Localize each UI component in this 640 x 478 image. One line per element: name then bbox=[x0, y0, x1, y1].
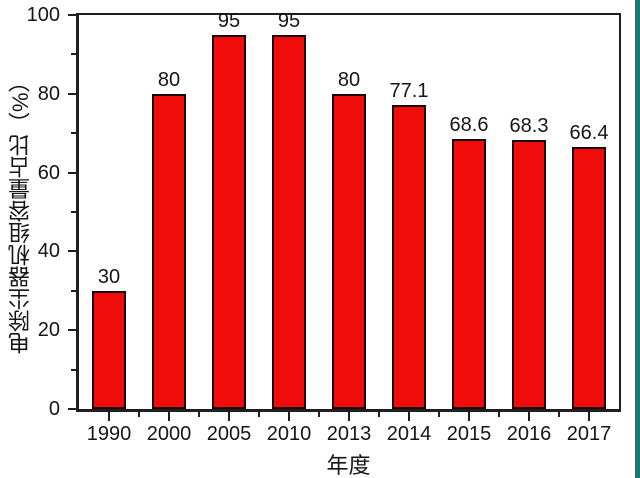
bar-value-label: 77.1 bbox=[389, 80, 429, 102]
bar-value-label: 66.4 bbox=[569, 122, 609, 144]
x-tick-label: 2014 bbox=[386, 423, 432, 445]
x-minor-tick bbox=[198, 412, 200, 417]
x-minor-tick bbox=[438, 412, 440, 417]
x-minor-tick bbox=[378, 412, 380, 417]
y-tick-label: 20 bbox=[37, 319, 60, 342]
x-tick bbox=[408, 412, 410, 421]
bar bbox=[512, 140, 546, 409]
y-tick bbox=[68, 408, 76, 410]
y-tick-label: 0 bbox=[48, 398, 60, 420]
y-minor-tick bbox=[71, 368, 76, 371]
bar-value-label: 80 bbox=[157, 69, 181, 91]
accent-stripe bbox=[635, 0, 640, 478]
x-minor-tick bbox=[498, 412, 500, 417]
y-tick bbox=[68, 171, 76, 174]
x-minor-tick bbox=[318, 412, 320, 417]
x-tick-label: 2016 bbox=[506, 423, 552, 445]
x-minor-tick bbox=[558, 412, 560, 417]
y-tick bbox=[68, 14, 76, 16]
y-tick-label: 80 bbox=[37, 82, 60, 105]
bar-value-label: 95 bbox=[217, 10, 241, 32]
y-minor-tick bbox=[71, 132, 76, 135]
plot-frame bbox=[76, 13, 621, 412]
bar bbox=[572, 147, 606, 409]
x-tick bbox=[528, 412, 530, 421]
x-minor-tick bbox=[258, 412, 260, 417]
bar bbox=[92, 291, 126, 409]
x-tick bbox=[588, 412, 590, 421]
y-minor-tick bbox=[71, 211, 76, 213]
x-tick-label: 2015 bbox=[446, 423, 492, 445]
x-tick bbox=[288, 412, 290, 421]
x-tick bbox=[348, 412, 350, 421]
bar bbox=[452, 139, 486, 409]
bar-value-label: 80 bbox=[337, 69, 361, 91]
y-axis-title: 电除尘器机组容量占比（%） bbox=[8, 70, 33, 355]
bar-value-label: 95 bbox=[277, 10, 301, 32]
x-tick-label: 2010 bbox=[266, 423, 312, 445]
y-minor-tick bbox=[71, 289, 76, 292]
y-tick bbox=[68, 92, 76, 95]
bar-value-label: 30 bbox=[97, 266, 121, 288]
bar bbox=[272, 35, 306, 409]
bar bbox=[392, 105, 426, 409]
x-tick bbox=[168, 412, 170, 421]
plot-area: 30 1990 80 2000 95 2005 95 2010 80 2013 77.1 2014 68… bbox=[27, 4, 619, 445]
y-tick-label: 100 bbox=[26, 4, 60, 26]
y-tick-label: 40 bbox=[37, 240, 60, 263]
x-tick-label: 2000 bbox=[146, 423, 192, 445]
bar-value-label: 68.6 bbox=[449, 114, 489, 136]
x-tick bbox=[228, 412, 230, 421]
x-tick bbox=[468, 412, 470, 421]
x-tick-label: 1990 bbox=[86, 423, 132, 445]
y-tick bbox=[68, 250, 76, 253]
y-tick-label: 60 bbox=[37, 161, 60, 184]
bar bbox=[212, 35, 246, 409]
x-tick-label: 2005 bbox=[206, 423, 252, 445]
x-tick-label: 2017 bbox=[566, 423, 612, 445]
x-axis-title: 年度 bbox=[326, 453, 371, 478]
y-tick bbox=[68, 329, 76, 332]
x-minor-tick bbox=[138, 412, 140, 417]
bar bbox=[152, 94, 186, 409]
y-minor-tick bbox=[71, 53, 76, 56]
bar-value-label: 68.3 bbox=[509, 115, 549, 137]
bar bbox=[332, 94, 366, 409]
x-tick-label: 2013 bbox=[326, 423, 372, 445]
x-tick bbox=[108, 412, 110, 421]
